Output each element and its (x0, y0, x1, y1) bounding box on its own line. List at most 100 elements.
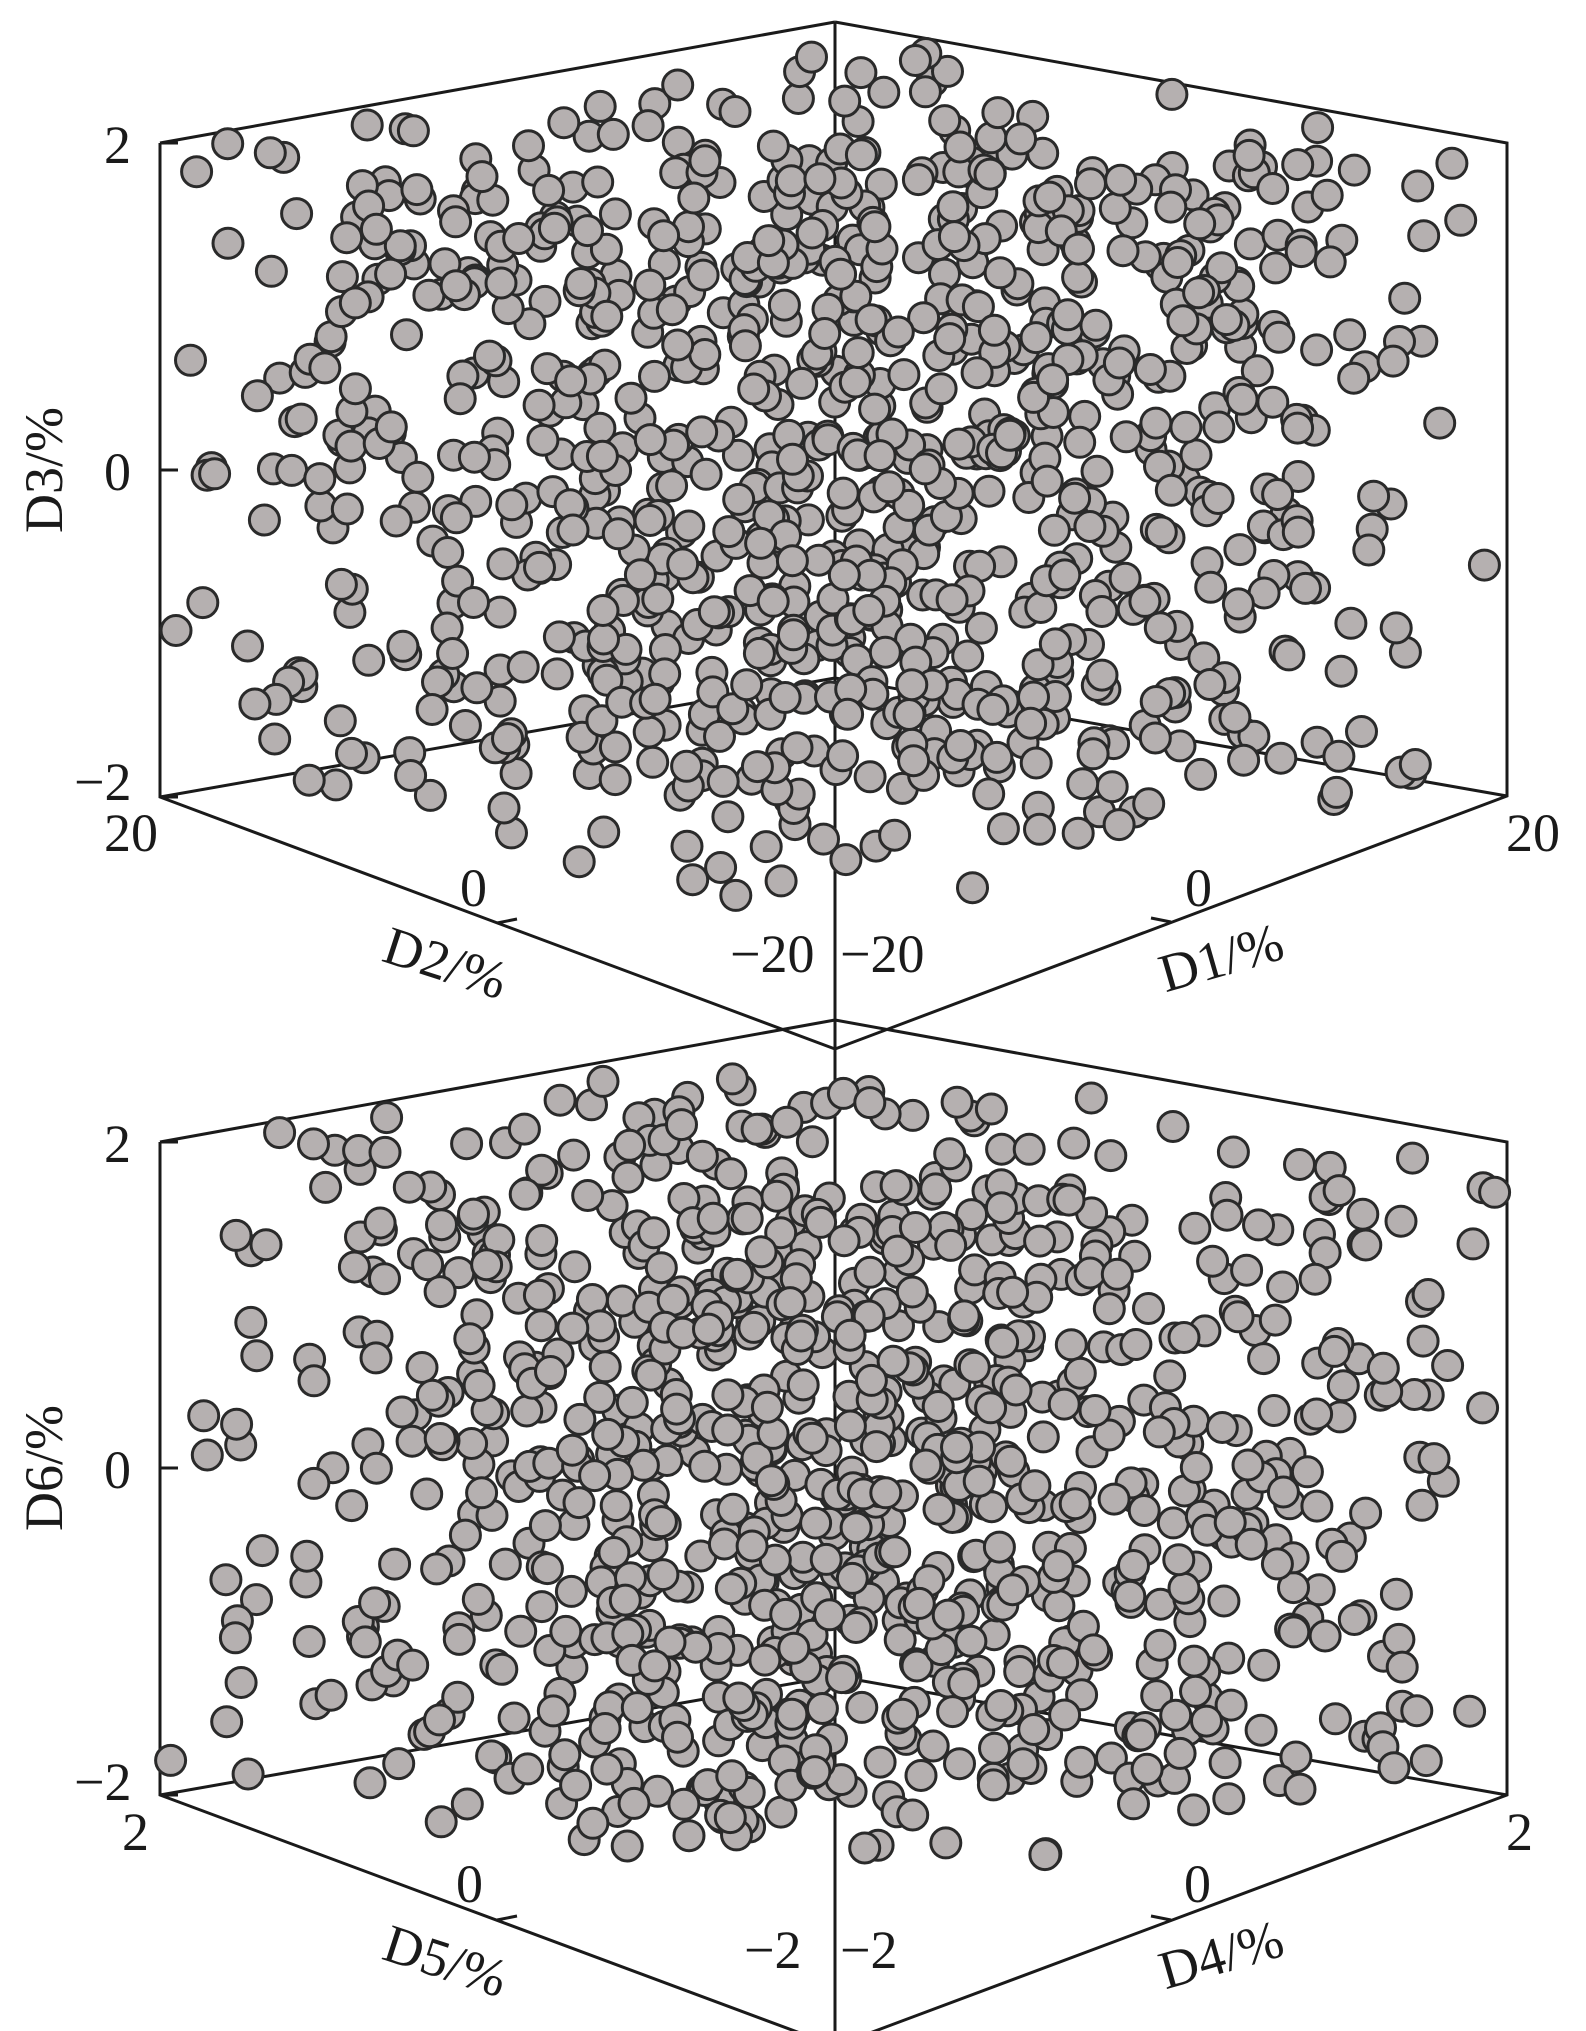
scatter-point (786, 1368, 820, 1402)
scatter-point (1061, 816, 1095, 850)
scatter-point (728, 329, 762, 363)
scatter-point (598, 730, 632, 764)
scatter-point (1130, 1752, 1164, 1786)
scatter-point (845, 1690, 879, 1724)
scatter-point (711, 1378, 745, 1412)
scatter-point (198, 457, 232, 491)
scatter-point (528, 1509, 562, 1543)
scatter-point (1227, 743, 1261, 777)
scatter-point (1385, 1650, 1419, 1684)
scatter-point (180, 155, 214, 189)
scatter-point (795, 40, 828, 74)
scatter-point (211, 127, 245, 161)
scatter-point (863, 439, 897, 473)
scatter-point (330, 221, 364, 255)
scatter-point (1156, 1506, 1190, 1540)
scatter-point (897, 744, 931, 778)
scatter-point (484, 266, 518, 300)
scatter-point (583, 1309, 617, 1343)
scatter-point (415, 1378, 449, 1412)
scatter-point (878, 1535, 912, 1569)
scatter-point (1167, 1321, 1201, 1354)
scatter-point (858, 210, 892, 244)
scatter-point (1097, 1482, 1131, 1516)
scatter-point (465, 160, 499, 194)
scatter-point (615, 1385, 649, 1419)
scatter-point (898, 44, 932, 77)
scatter-point (863, 1745, 897, 1779)
scatter-point (557, 1138, 591, 1172)
scatter-point (692, 1312, 725, 1346)
scatter-point (554, 1574, 588, 1608)
scatter-point (583, 89, 617, 123)
scatter-point (661, 328, 695, 362)
scatter-point (1221, 1300, 1255, 1334)
scatter-point (368, 1135, 402, 1169)
scatter-point (909, 1448, 943, 1482)
scatter-point (374, 257, 408, 291)
scatter-point (1051, 298, 1085, 332)
scatter-point (548, 1738, 582, 1772)
z-tick-label: 0 (104, 1440, 131, 1500)
scatter-point (780, 731, 814, 765)
scatter-point (378, 1547, 412, 1581)
scatter-point (756, 584, 790, 618)
scatter-point (947, 1667, 981, 1701)
scatter-point (563, 1402, 597, 1436)
scatter-point (655, 293, 689, 327)
scatter-point (1153, 1359, 1187, 1393)
scatter-point (1205, 1411, 1239, 1444)
scatter-point (297, 1364, 331, 1398)
scatter-point (1212, 1782, 1246, 1816)
scatter-point (1379, 1577, 1413, 1611)
scatter-point (1085, 658, 1119, 692)
scatter-point (1283, 1772, 1317, 1806)
scatter-point (610, 1829, 644, 1863)
scatter-point (754, 1464, 788, 1498)
scatter-point (439, 205, 473, 239)
scatter-point (1183, 207, 1217, 241)
scatter-point (795, 1421, 829, 1455)
scatter-point (1133, 353, 1167, 386)
scatter-point (525, 1224, 559, 1257)
scatter-point (833, 1318, 867, 1352)
scatter-point (1256, 172, 1290, 205)
scatter-point (374, 410, 408, 444)
scatter-point (450, 1787, 484, 1821)
scatter-point (522, 1278, 556, 1312)
scatter-point (1223, 533, 1257, 567)
scatter-point (828, 84, 862, 118)
scatter-point (1019, 746, 1053, 780)
scatter-point (413, 778, 447, 812)
scatter-point (590, 299, 624, 333)
scatter-point (907, 301, 941, 335)
scatter-point (1207, 1584, 1241, 1618)
scatter-point (209, 1563, 243, 1597)
panel-bottom-ticks (160, 1140, 1172, 1922)
scatter-point (1247, 1342, 1281, 1376)
scatter-point (984, 1689, 1018, 1722)
scatter-point (1231, 1448, 1265, 1482)
scatter-point (935, 583, 969, 617)
scatter-point (644, 1251, 678, 1285)
scatter-point (853, 760, 887, 794)
scatter-point (512, 129, 545, 163)
scatter-point (764, 864, 798, 898)
scatter-point (1313, 245, 1347, 279)
scatter-point (868, 635, 902, 669)
scatter-point (254, 254, 288, 288)
scatter-point (1259, 251, 1293, 285)
scatter-point (1052, 1183, 1086, 1217)
scatter-point (247, 503, 281, 537)
scatter-point (993, 418, 1027, 452)
scatter-point (530, 1552, 564, 1586)
y-axis-title: D5/% (376, 1913, 514, 2009)
scatter-point (1281, 411, 1315, 445)
scatter-point (896, 1798, 930, 1832)
scatter-point (370, 1101, 404, 1135)
scatter-point (410, 1477, 444, 1511)
scatter-point (718, 95, 752, 128)
scatter-point (672, 509, 706, 543)
scatter-point (1085, 595, 1119, 628)
panel-top-ticks (160, 141, 1172, 925)
